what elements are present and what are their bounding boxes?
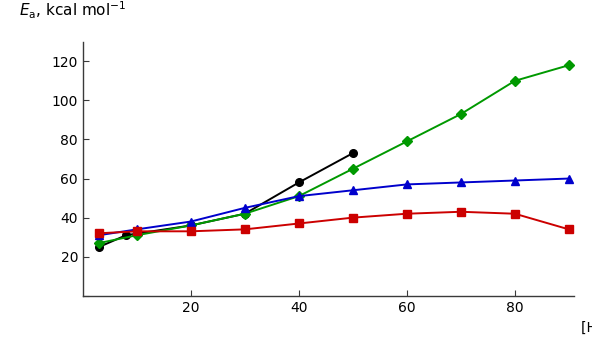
Text: [H₂], vol.%: [H₂], vol.% — [581, 321, 592, 335]
Text: $\it{E}$$\mathregular{_a}$, kcal mol$^{-1}$: $\it{E}$$\mathregular{_a}$, kcal mol$^{-… — [19, 0, 126, 22]
